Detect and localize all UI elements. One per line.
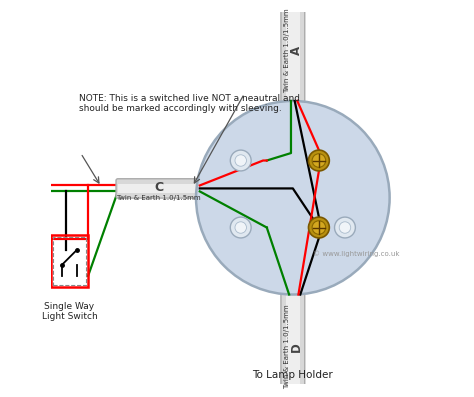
FancyBboxPatch shape — [281, 2, 305, 105]
Text: Twin & Earth 1.0/1.5mm: Twin & Earth 1.0/1.5mm — [284, 8, 290, 93]
Circle shape — [309, 150, 329, 171]
Circle shape — [230, 217, 251, 238]
Text: D: D — [290, 342, 303, 351]
Text: Single Way
Light Switch: Single Way Light Switch — [42, 302, 97, 321]
Circle shape — [309, 217, 329, 238]
Circle shape — [312, 221, 326, 234]
Text: A: A — [290, 46, 303, 55]
Text: © www.lightwiring.co.uk: © www.lightwiring.co.uk — [313, 250, 400, 257]
Text: Twin & Earth 1.0/1.5mm: Twin & Earth 1.0/1.5mm — [117, 195, 201, 201]
Bar — [51, 235, 88, 287]
Text: NOTE: This is a switched live NOT a neautral and
should be marked accordingly wi: NOTE: This is a switched live NOT a neau… — [79, 94, 300, 113]
Circle shape — [235, 155, 246, 166]
FancyBboxPatch shape — [286, 4, 300, 103]
FancyBboxPatch shape — [286, 293, 300, 397]
Text: To Lamp Holder: To Lamp Holder — [253, 370, 333, 380]
FancyBboxPatch shape — [118, 183, 200, 193]
Bar — [53, 237, 86, 285]
Circle shape — [335, 217, 356, 238]
Circle shape — [312, 154, 326, 167]
FancyBboxPatch shape — [116, 179, 201, 198]
Circle shape — [230, 150, 251, 171]
Circle shape — [339, 222, 351, 233]
Text: Twin & Earth 1.0/1.5mm: Twin & Earth 1.0/1.5mm — [284, 304, 290, 389]
Circle shape — [196, 101, 390, 295]
Circle shape — [235, 222, 246, 233]
Text: C: C — [154, 181, 164, 194]
FancyBboxPatch shape — [281, 291, 305, 397]
